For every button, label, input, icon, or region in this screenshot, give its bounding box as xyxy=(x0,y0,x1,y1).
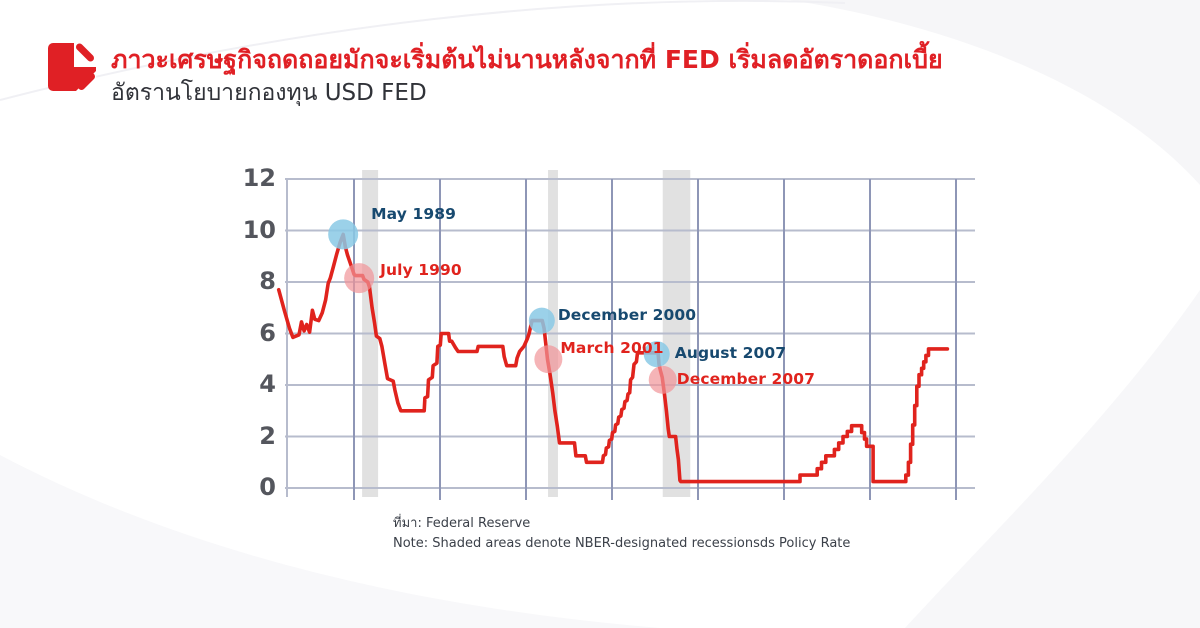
title-fed-emphasis: FED xyxy=(664,45,720,74)
title-prefix: ภาวะเศรษฐกิจถดถอยมักจะเริ่มต้นไม่นานหลัง… xyxy=(111,45,665,74)
annotation-label-august-2007: August 2007 xyxy=(674,344,787,363)
annotation-marker-march-2001 xyxy=(534,345,563,374)
y-axis-tick-0: 0 xyxy=(259,473,276,501)
title-suffix: เริ่มลดอัตราดอกเบี้ย xyxy=(719,45,943,74)
annotation-marker-may-1989 xyxy=(328,219,359,250)
annotation-label-july-1990: July 1990 xyxy=(380,261,462,280)
y-axis-tick-12: 12 xyxy=(242,164,276,192)
page-title: ภาวะเศรษฐกิจถดถอยมักจะเริ่มต้นไม่นานหลัง… xyxy=(111,43,943,77)
annotation-label-march-2001: March 2001 xyxy=(560,339,664,358)
policy-rate-line xyxy=(276,232,950,484)
annotation-label-may-1989: May 1989 xyxy=(371,205,457,224)
y-axis-tick-6: 6 xyxy=(259,318,276,347)
annotation-marker-december-2007 xyxy=(648,365,677,394)
annotation-label-december-2000: December 2000 xyxy=(557,305,697,324)
annotation-marker-august-2007 xyxy=(643,341,670,368)
annotation-marker-december-2000 xyxy=(528,307,555,334)
recession-note: Note: Shaded areas denote NBER-designate… xyxy=(393,536,851,551)
y-axis-tick-2: 2 xyxy=(259,421,276,450)
annotation-label-december-2007: December 2007 xyxy=(676,369,816,388)
y-axis-tick-8: 8 xyxy=(259,267,276,295)
y-axis-tick-4: 4 xyxy=(259,370,276,398)
red-square-slash-logo-icon xyxy=(48,43,96,91)
header: ภาวะเศรษฐกิจถดถอยมักจะเริ่มต้นไม่นานหลัง… xyxy=(48,43,943,108)
title-block: ภาวะเศรษฐกิจถดถอยมักจะเริ่มต้นไม่นานหลัง… xyxy=(111,43,943,108)
footnotes: ที่มา: Federal Reserve Note: Shaded area… xyxy=(393,514,850,554)
chart-title: อัตรานโยบายกองทุน USD FED xyxy=(111,80,427,106)
annotation-marker-july-1990 xyxy=(344,263,375,294)
y-axis-tick-10: 10 xyxy=(242,215,276,244)
source-note: ที่มา: Federal Reserve xyxy=(393,516,531,531)
